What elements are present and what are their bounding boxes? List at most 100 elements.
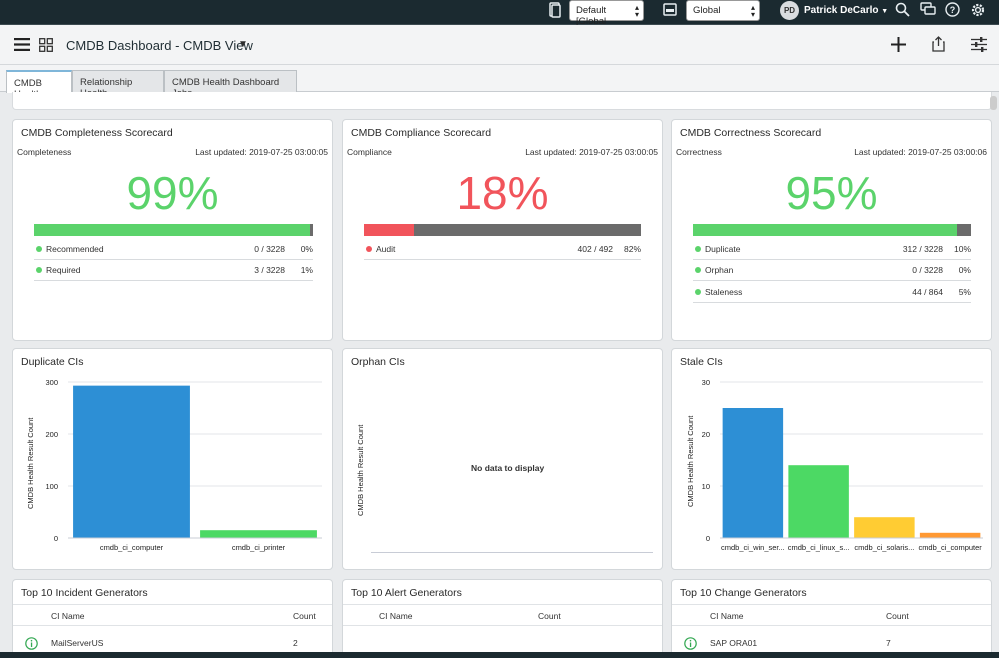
info-icon[interactable] bbox=[684, 637, 697, 653]
user-menu[interactable]: Patrick DeCarlo ▼ bbox=[804, 5, 888, 16]
column-header-ci-name[interactable]: CI Name bbox=[51, 611, 85, 621]
status-dot-icon bbox=[695, 267, 701, 273]
x-axis-line bbox=[371, 552, 653, 553]
tab-cmdb-health-dashboard-jobs[interactable]: CMDB Health Dashboard Jobs bbox=[164, 70, 297, 99]
x-tick-label: cmdb_ci_win_ser... bbox=[721, 543, 785, 552]
row-label: Recommended bbox=[46, 244, 104, 254]
divider bbox=[672, 625, 991, 626]
scorecard-row[interactable]: Orphan 0 / 3228 0% bbox=[693, 261, 971, 281]
bar bbox=[788, 465, 849, 538]
change-generators-widget: Top 10 Change Generators CI Name Count S… bbox=[671, 579, 992, 658]
score-bar-fill bbox=[693, 224, 958, 236]
scorecard-row[interactable]: Audit 402 / 492 82% bbox=[364, 240, 641, 260]
bar bbox=[722, 408, 784, 538]
scorecard-row[interactable]: Required 3 / 3228 1% bbox=[34, 261, 313, 281]
last-updated: Last updated: 2019-07-25 03:00:05 bbox=[525, 147, 658, 157]
y-tick-label: 30 bbox=[702, 378, 710, 387]
score-bar-fill bbox=[34, 224, 311, 236]
dashboard-dropdown-icon[interactable]: ▼ bbox=[238, 39, 248, 50]
bar bbox=[854, 517, 915, 538]
score-value: 18% bbox=[456, 167, 549, 219]
y-tick-label: 0 bbox=[706, 534, 710, 543]
domain-select[interactable]: Default [Global ▴ ▾ bbox=[569, 0, 644, 27]
chart-title: Orphan CIs bbox=[351, 356, 405, 368]
row-count: 0 / 3228 bbox=[254, 244, 285, 254]
svg-text:?: ? bbox=[950, 5, 956, 15]
row-count: 402 / 492 bbox=[577, 244, 613, 254]
column-header-count[interactable]: Count bbox=[886, 611, 909, 621]
compliance-scorecard: CMDB Compliance Scorecard Compliance Las… bbox=[342, 119, 663, 341]
ci-name-cell[interactable]: SAP ORA01 bbox=[710, 638, 758, 648]
bar-chart: 0 10 20 30 cmdb_ci_win_ser... cmdb_ci_linux_s… bbox=[702, 378, 983, 552]
score-bar bbox=[34, 224, 313, 236]
stale-cis-chart: Stale CIs CMDB Health Result Count 0 10 20… bbox=[671, 348, 992, 570]
y-tick-label: 100 bbox=[45, 482, 58, 491]
last-updated: Last updated: 2019-07-25 03:00:05 bbox=[195, 147, 328, 157]
gear-icon[interactable] bbox=[970, 2, 986, 21]
help-icon[interactable]: ? bbox=[945, 2, 960, 20]
search-icon[interactable] bbox=[895, 2, 910, 20]
row-label: Audit bbox=[376, 244, 396, 254]
user-name: Patrick DeCarlo bbox=[804, 5, 879, 16]
row-count: 44 / 864 bbox=[912, 287, 943, 297]
scorecard-row[interactable]: Staleness 44 / 864 5% bbox=[693, 283, 971, 303]
collapsed-widget bbox=[12, 92, 992, 110]
add-icon[interactable] bbox=[891, 37, 906, 55]
column-header-count[interactable]: Count bbox=[538, 611, 561, 621]
scope-select[interactable]: Global ▴ ▾ bbox=[686, 0, 760, 21]
tab-relationship-health[interactable]: Relationship Health bbox=[72, 70, 164, 99]
alert-generators-widget: Top 10 Alert Generators CI Name Count bbox=[342, 579, 663, 658]
bar bbox=[200, 530, 317, 538]
y-tick-label: 200 bbox=[45, 430, 58, 439]
y-tick-label: 20 bbox=[702, 430, 710, 439]
scorecard-row[interactable]: Recommended 0 / 3228 0% bbox=[34, 240, 313, 260]
ci-name-cell[interactable]: MailServerUS bbox=[51, 638, 104, 648]
scrollbar[interactable] bbox=[990, 96, 997, 110]
x-tick-label: cmdb_ci_printer bbox=[232, 543, 286, 552]
x-tick-label: cmdb_ci_linux_s... bbox=[788, 543, 850, 552]
divider bbox=[13, 625, 332, 626]
top-navigation-bar: Default [Global ▴ ▾ Global ▴ ▾ PD Patrick … bbox=[0, 0, 999, 27]
scorecard-row[interactable]: Duplicate 312 / 3228 10% bbox=[693, 240, 971, 260]
tab-cmdb-health[interactable]: CMDB Health bbox=[6, 70, 72, 100]
correctness-scorecard: CMDB Correctness Scorecard Correctness L… bbox=[671, 119, 992, 341]
x-tick-label: cmdb_ci_computer bbox=[918, 543, 982, 552]
avatar[interactable]: PD bbox=[780, 1, 799, 20]
no-data-message: No data to display bbox=[471, 463, 545, 473]
dashboard-header: CMDB Dashboard - CMDB View ▼ bbox=[0, 25, 999, 65]
score-value: 95% bbox=[785, 167, 878, 219]
filter-settings-icon[interactable] bbox=[971, 37, 987, 55]
scorecard-title: CMDB Correctness Scorecard bbox=[680, 127, 822, 139]
scorecard-metric: Compliance bbox=[347, 147, 392, 157]
select-arrows-icon: ▴ ▾ bbox=[750, 3, 755, 19]
column-header-ci-name[interactable]: CI Name bbox=[379, 611, 413, 621]
completeness-scorecard: CMDB Completeness Scorecard Completeness… bbox=[12, 119, 333, 341]
column-header-ci-name[interactable]: CI Name bbox=[710, 611, 744, 621]
widget-title: Top 10 Incident Generators bbox=[21, 587, 148, 599]
app-window-icon[interactable] bbox=[663, 3, 677, 19]
chart-title: Duplicate CIs bbox=[21, 356, 84, 368]
divider bbox=[343, 625, 662, 626]
count-cell: 2 bbox=[293, 638, 298, 648]
document-icon[interactable] bbox=[549, 2, 561, 21]
page-title: CMDB Dashboard - CMDB View bbox=[66, 38, 253, 53]
info-icon[interactable] bbox=[25, 637, 38, 653]
divider bbox=[343, 604, 662, 605]
grid-view-icon[interactable] bbox=[39, 38, 53, 55]
bottom-bar bbox=[0, 652, 999, 658]
column-header-count[interactable]: Count bbox=[293, 611, 316, 621]
row-count: 312 / 3228 bbox=[902, 244, 943, 254]
chart-title: Stale CIs bbox=[680, 356, 723, 368]
status-dot-icon bbox=[36, 267, 42, 273]
row-count: 0 / 3228 bbox=[912, 265, 943, 275]
dashboard-tabs: CMDB Health Relationship Health CMDB Hea… bbox=[0, 65, 999, 100]
row-label: Required bbox=[46, 265, 81, 275]
bar-chart: 0 100 200 300 cmdb_ci_computer cmdb_ci_printe… bbox=[45, 378, 322, 552]
share-icon[interactable] bbox=[932, 36, 945, 55]
row-label: Staleness bbox=[705, 287, 743, 297]
scorecard-title: CMDB Compliance Scorecard bbox=[351, 127, 492, 139]
hamburger-menu-icon[interactable] bbox=[14, 38, 30, 54]
chat-icon[interactable] bbox=[920, 2, 936, 20]
x-tick-label: cmdb_ci_solaris... bbox=[854, 543, 914, 552]
divider bbox=[13, 604, 332, 605]
